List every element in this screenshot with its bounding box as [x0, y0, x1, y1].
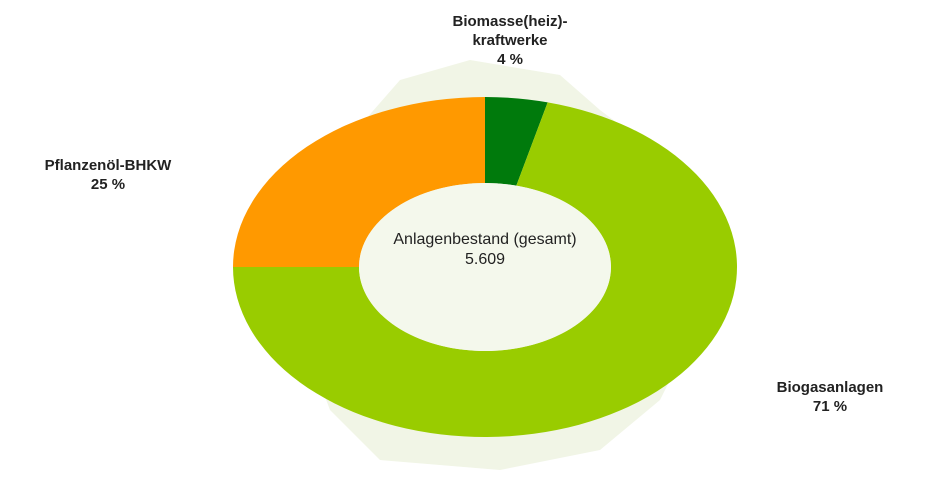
donut-slice: [233, 102, 737, 438]
category-label: Biomasse(heiz)-kraftwerke: [452, 13, 568, 49]
center-total: 5.609: [464, 251, 506, 268]
center-text: Anlagenbestand (gesamt) 5.609: [385, 230, 585, 270]
value-label: 25 %: [90, 176, 126, 193]
center-label: Anlagenbestand (gesamt): [393, 231, 577, 248]
value-label: 71 %: [812, 398, 848, 415]
slice-label: Biogasanlagen 71 %: [740, 378, 920, 416]
value-label: 4 %: [497, 51, 523, 68]
donut-slice: [485, 97, 548, 186]
slice-label: Pflanzenöl-BHKW 25 %: [8, 156, 208, 194]
donut-hole: [359, 183, 611, 351]
donut-slice: [233, 97, 485, 267]
category-label: Pflanzenöl-BHKW: [44, 157, 172, 174]
slice-label: Biomasse(heiz)-kraftwerke 4 %: [420, 12, 600, 69]
category-label: Biogasanlagen: [776, 379, 884, 396]
